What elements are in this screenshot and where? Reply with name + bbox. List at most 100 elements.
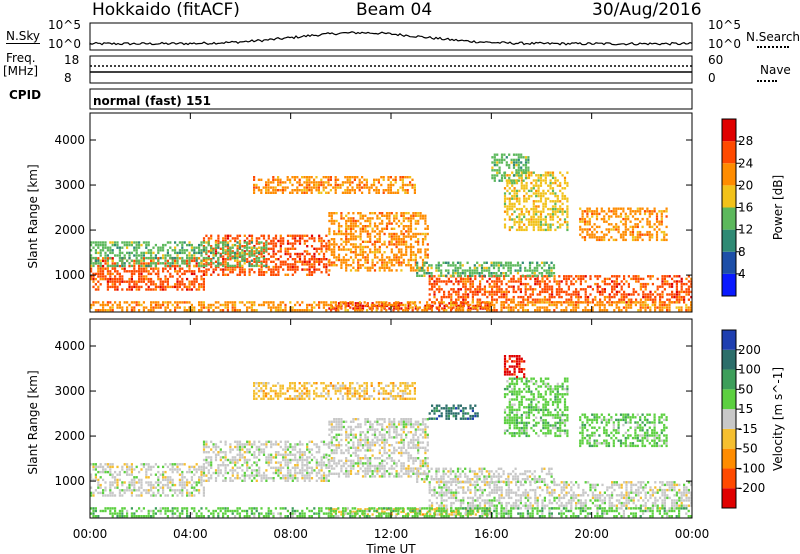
data-cell — [450, 280, 453, 283]
data-cell — [272, 306, 275, 309]
data-cell — [610, 210, 613, 213]
data-cell — [94, 309, 97, 312]
data-cell — [577, 275, 580, 278]
data-cell — [345, 222, 348, 225]
data-cell — [200, 262, 203, 265]
data-cell — [349, 189, 352, 192]
data-cell — [322, 252, 326, 256]
data-cell — [538, 272, 541, 275]
data-cell — [409, 227, 413, 230]
data-cell — [668, 293, 671, 296]
data-cell — [109, 256, 112, 260]
data-cell — [296, 191, 299, 194]
data-cell — [130, 243, 133, 247]
data-cell — [378, 301, 381, 304]
data-cell — [413, 186, 416, 189]
data-cell — [462, 309, 465, 312]
data-cell — [471, 269, 474, 272]
data-cell — [547, 189, 550, 193]
data-cell — [265, 263, 268, 266]
data-cell — [589, 293, 592, 296]
data-cell — [595, 238, 599, 242]
data-cell — [222, 268, 225, 271]
data-cell — [277, 178, 280, 181]
data-cell — [272, 479, 275, 482]
data-cell — [639, 309, 642, 312]
data-cell — [142, 463, 145, 466]
data-cell — [615, 238, 618, 242]
data-cell — [102, 257, 105, 260]
data-cell — [164, 494, 167, 497]
data-cell — [138, 470, 141, 474]
data-cell — [106, 264, 109, 268]
data-cell — [166, 306, 169, 309]
data-cell — [106, 283, 109, 286]
data-cell — [224, 234, 227, 237]
data-cell — [346, 178, 349, 181]
data-cell — [97, 280, 100, 283]
data-cell — [596, 285, 599, 288]
data-cell — [606, 309, 609, 312]
nsearch-label: N.Search — [746, 30, 800, 44]
data-cell — [353, 178, 356, 181]
data-cell — [608, 295, 611, 299]
data-cell — [212, 451, 215, 454]
data-cell — [639, 277, 642, 281]
data-cell — [563, 187, 567, 190]
data-cell — [532, 192, 535, 195]
data-cell — [402, 235, 405, 238]
data-cell — [147, 243, 150, 247]
data-cell — [581, 236, 584, 239]
data-cell — [109, 463, 112, 466]
data-cell — [190, 494, 193, 497]
data-cell — [130, 473, 133, 476]
data-cell — [493, 156, 496, 159]
data-cell — [130, 301, 133, 304]
data-cell — [519, 266, 522, 270]
data-cell — [340, 266, 343, 269]
data-cell — [99, 254, 102, 257]
data-cell — [272, 237, 275, 240]
data-cell — [92, 303, 95, 307]
data-cell — [133, 267, 136, 270]
data-cell — [373, 303, 376, 307]
data-cell — [497, 264, 500, 267]
data-cell — [666, 282, 669, 286]
data-cell — [195, 280, 198, 283]
data-cell — [99, 491, 102, 495]
data-cell — [493, 158, 496, 162]
data-cell — [222, 309, 225, 312]
data-cell — [624, 217, 627, 221]
data-cell — [313, 181, 316, 184]
data-cell — [195, 251, 198, 255]
data-cell — [519, 301, 522, 304]
data-cell — [286, 265, 290, 269]
data-cell — [260, 252, 263, 256]
data-cell — [342, 245, 345, 249]
data-cell — [397, 248, 401, 251]
data-cell — [369, 222, 372, 225]
data-cell — [277, 461, 280, 464]
data-cell — [130, 272, 133, 276]
data-cell — [639, 236, 642, 239]
data-cell — [520, 218, 523, 221]
data-cell — [680, 288, 683, 291]
data-cell — [579, 280, 582, 283]
data-cell — [467, 301, 470, 304]
data-cell — [255, 448, 258, 451]
data-cell — [154, 306, 157, 309]
data-cell — [279, 306, 282, 309]
data-cell — [550, 272, 553, 275]
data-cell — [409, 264, 413, 267]
data-cell — [462, 298, 465, 301]
data-cell — [551, 207, 555, 211]
data-cell — [563, 210, 567, 213]
data-cell — [176, 280, 179, 283]
data-cell — [325, 303, 328, 307]
data-cell — [595, 225, 599, 229]
data-cell — [238, 443, 242, 446]
data-cell — [586, 207, 589, 210]
data-cell — [479, 298, 482, 301]
data-cell — [253, 456, 256, 459]
data-cell — [190, 486, 193, 489]
